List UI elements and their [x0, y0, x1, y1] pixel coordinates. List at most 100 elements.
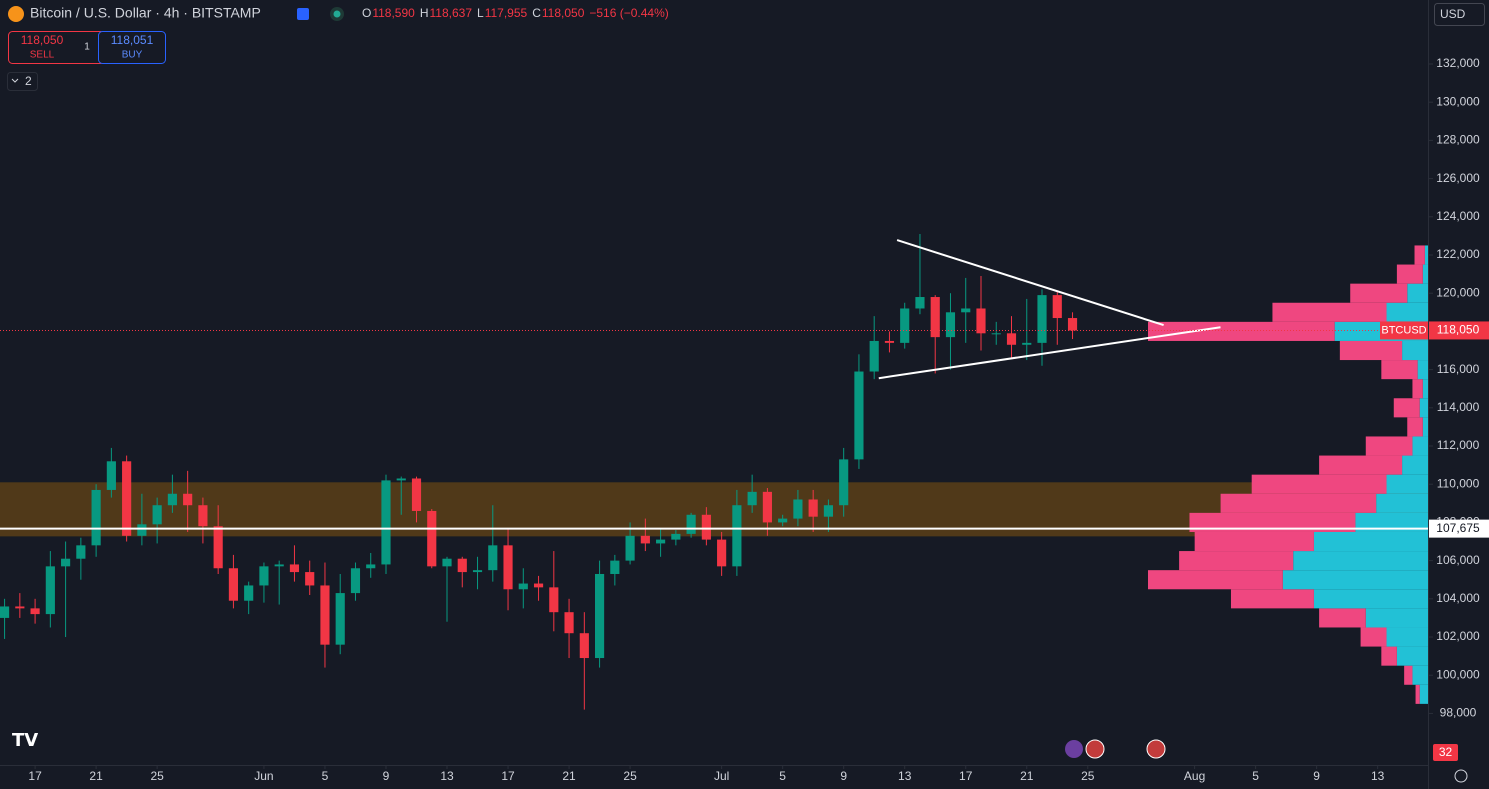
candle-body [732, 505, 742, 567]
candle-body [961, 308, 971, 313]
candle-body [884, 340, 895, 343]
candle-body [518, 583, 528, 590]
y-tick-label: 116,000 [1437, 362, 1480, 376]
candle-body [915, 297, 925, 309]
flag-icon[interactable] [297, 8, 309, 20]
candle-body [564, 612, 574, 634]
candle-body [274, 564, 284, 567]
candle-body [1037, 295, 1047, 343]
candle-body [122, 461, 132, 536]
candle-body [350, 568, 361, 594]
x-tick-label: 17 [501, 769, 515, 783]
event-icon[interactable] [1085, 739, 1105, 759]
status-dot [333, 10, 341, 18]
last-price-box [1429, 321, 1489, 340]
candle-body [900, 308, 910, 343]
y-tick-label: 102,000 [1436, 629, 1480, 643]
y-tick-label: 114,000 [1437, 400, 1480, 414]
symbol-label: BTCUSD [1381, 324, 1426, 336]
x-tick-label: Aug [1184, 769, 1205, 783]
candle-body [427, 510, 437, 567]
profile-down [1360, 627, 1387, 647]
candle-body [472, 570, 483, 573]
candle-body [0, 606, 10, 618]
candle-body [747, 491, 757, 506]
profile-down [1319, 455, 1403, 475]
candle-body [137, 524, 147, 536]
ohlc-value: 118,637 [430, 6, 473, 20]
profile-down [1381, 360, 1418, 380]
candle-body [45, 566, 55, 615]
profile-up [1293, 551, 1428, 571]
candle-body [366, 564, 376, 569]
candle-body [778, 518, 788, 523]
ohlc-value: 118,050 [542, 6, 585, 20]
y-tick-label: 120,000 [1436, 285, 1480, 299]
candle-body [793, 499, 803, 519]
candle-body [259, 566, 269, 586]
profile-up [1412, 436, 1428, 456]
candle-body [640, 535, 650, 544]
x-tick-label: Jun [254, 769, 273, 783]
ohlc-value: 118,590 [372, 6, 415, 20]
y-tick-label: 122,000 [1436, 247, 1480, 261]
profile-up [1313, 589, 1428, 609]
candle-body [945, 312, 956, 338]
profile-down [1412, 379, 1423, 399]
profile-up [1422, 379, 1428, 399]
candle-body [717, 539, 727, 567]
currency-button[interactable] [1434, 3, 1485, 26]
profile-down [1179, 551, 1294, 571]
candle-body [686, 514, 696, 534]
candle-body [91, 489, 101, 546]
candle-body [1022, 342, 1032, 345]
candle-body [457, 558, 467, 573]
candle-body [228, 568, 238, 601]
buy-button[interactable] [98, 31, 166, 64]
profile-down [1251, 474, 1387, 494]
candle-body [198, 505, 208, 527]
y-tick-label: 100,000 [1436, 667, 1480, 681]
x-tick-label: 13 [898, 769, 912, 783]
x-tick-label: 25 [150, 769, 164, 783]
y-tick-label: 130,000 [1436, 94, 1480, 108]
change: −516 (−0.44%) [589, 6, 668, 20]
indicators-toggle[interactable] [7, 72, 38, 91]
x-tick-label: 5 [322, 769, 329, 783]
candle-body [289, 564, 300, 573]
candle-body [213, 526, 223, 569]
event-icon[interactable] [1065, 740, 1083, 758]
sell-price: 118,050 [21, 33, 64, 47]
y-tick-label: 124,000 [1436, 209, 1480, 223]
profile-down [1272, 302, 1387, 322]
candle-body [625, 535, 635, 561]
candle-body [396, 478, 406, 481]
candle-body [305, 572, 315, 586]
last-price-label: 118,050 [1437, 323, 1480, 337]
settings-icon[interactable] [1454, 769, 1468, 783]
profile-up [1386, 302, 1428, 322]
x-tick-label: 21 [89, 769, 103, 783]
candle-body [701, 514, 711, 540]
symbol-title: Bitcoin / U.S. Dollar · 4h · BITSTAMP [30, 5, 261, 21]
ohlc-key: O [362, 6, 371, 20]
candle-body [656, 539, 666, 544]
profile-up [1282, 570, 1428, 590]
profile-down [1396, 264, 1423, 284]
candle-body [381, 480, 391, 565]
ohlc: O 118,590 H 118,637 L 117,955 C 118,050 −516 (−0… [362, 6, 669, 20]
profile-up [1417, 360, 1428, 380]
candle-body [1052, 295, 1062, 319]
profile-up [1386, 474, 1428, 494]
event-icon[interactable] [1146, 739, 1166, 759]
candle-body [1006, 333, 1017, 345]
candle-body [854, 371, 864, 460]
buy-price: 118,051 [111, 33, 154, 47]
profile-up [1419, 684, 1428, 704]
profile-up [1365, 608, 1428, 628]
y-tick-label: 112,000 [1437, 438, 1480, 452]
x-tick-label: Jul [714, 769, 729, 783]
candle-body [549, 587, 559, 613]
buy-label: BUY [122, 50, 143, 61]
profile-down [1415, 684, 1420, 704]
